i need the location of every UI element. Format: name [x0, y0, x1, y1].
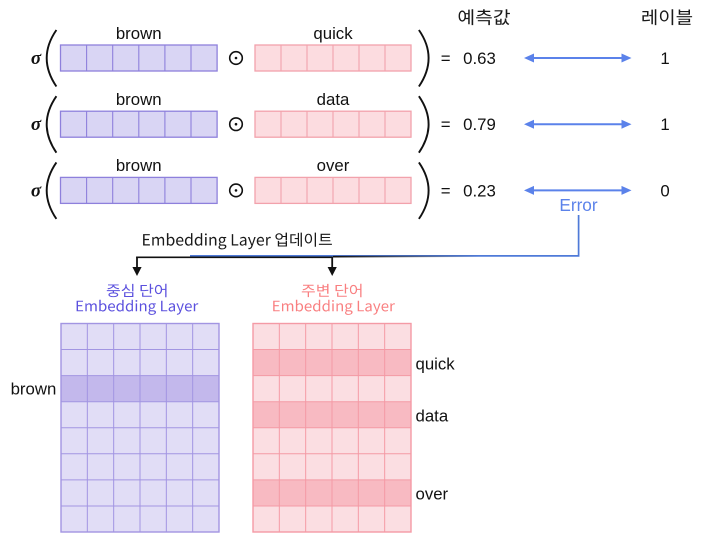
svg-text:brown: brown	[116, 156, 162, 175]
svg-text:0.23: 0.23	[463, 181, 496, 200]
svg-text:over: over	[416, 485, 449, 504]
svg-text:σ: σ	[31, 48, 42, 69]
svg-text:Error: Error	[559, 195, 597, 215]
svg-text:1: 1	[660, 49, 669, 68]
svg-text:brown: brown	[116, 90, 162, 109]
svg-text:brown: brown	[11, 380, 57, 399]
svg-text:over: over	[317, 156, 350, 175]
svg-text:σ: σ	[31, 114, 42, 135]
svg-text:=: =	[441, 115, 451, 134]
svg-text:=: =	[441, 181, 451, 200]
svg-text:0: 0	[660, 181, 669, 200]
svg-text:=: =	[441, 49, 451, 68]
svg-text:data: data	[317, 90, 350, 109]
svg-text:0.79: 0.79	[463, 115, 496, 134]
svg-text:quick: quick	[416, 354, 456, 373]
svg-text:brown: brown	[116, 24, 162, 43]
svg-text:data: data	[416, 407, 449, 426]
svg-text:σ: σ	[31, 180, 42, 201]
svg-text:0.63: 0.63	[463, 49, 496, 68]
svg-text:1: 1	[660, 115, 669, 134]
svg-text:quick: quick	[313, 24, 353, 43]
